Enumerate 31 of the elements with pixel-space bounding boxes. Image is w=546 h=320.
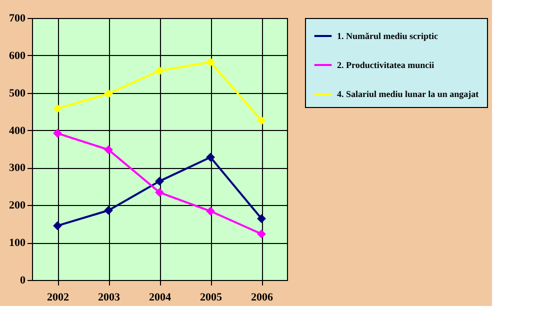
point	[155, 188, 164, 197]
point	[206, 152, 215, 162]
point	[53, 104, 62, 114]
point	[104, 145, 113, 154]
y-tick-label: 500	[9, 87, 26, 100]
point	[257, 214, 266, 224]
x-tick-label: 2004	[149, 292, 172, 304]
point	[206, 206, 215, 216]
legend-label: 1. Numărul mediu scriptic	[337, 31, 438, 41]
point	[257, 116, 266, 126]
x-tick-label: 2002	[47, 292, 70, 304]
point	[155, 66, 164, 76]
y-tick-label: 600	[9, 50, 26, 62]
x-tick-label: 2006	[251, 292, 274, 304]
y-tick-label: 200	[9, 200, 26, 212]
y-tick-label: 100	[9, 237, 26, 250]
legend-label: 2. Productivitatea muncii	[337, 60, 435, 70]
point	[155, 176, 164, 186]
point	[257, 229, 266, 238]
y-tick-label: 700	[9, 12, 26, 24]
x-tick-label: 2005	[200, 292, 222, 304]
point	[104, 206, 113, 215]
x-tick-label: 2003	[98, 292, 120, 304]
legend-label: 4. Salariul mediu lunar la un angajat	[337, 89, 479, 99]
point	[53, 128, 62, 138]
y-tick-label: 300	[9, 162, 26, 174]
point	[206, 58, 215, 67]
point	[104, 89, 113, 98]
point	[53, 221, 62, 230]
y-tick-label: 400	[9, 124, 26, 137]
y-tick-label: 0	[20, 274, 26, 286]
